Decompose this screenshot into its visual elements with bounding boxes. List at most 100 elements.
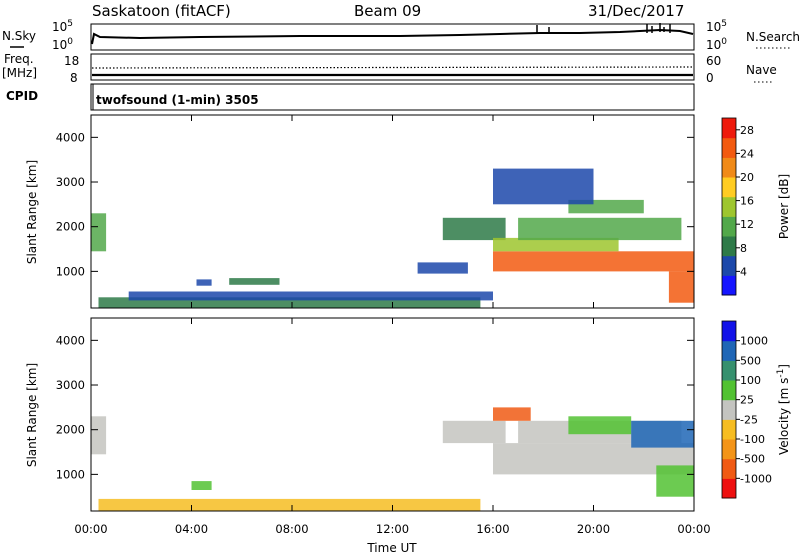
x-tick-label: 16:00 (476, 522, 509, 536)
colorbar-tick-label: 8 (740, 242, 747, 255)
colorbar-tick-label: 1000 (740, 335, 768, 348)
velocity-scatter-region (493, 407, 531, 421)
power-scatter-region (493, 168, 594, 205)
power-heatmap (91, 168, 694, 308)
power-scatter-region (417, 262, 468, 274)
cpid-text: twofsound (1-min) 3505 (96, 93, 259, 107)
colorbar-tick-label: 20 (740, 171, 754, 184)
velocity-scatter-region (91, 416, 107, 455)
y-tick-label: 1000 (56, 264, 85, 278)
frequency-panel: Freq. [MHz] 18 8 60 0 Nave (2, 52, 777, 85)
cpid-row: CPID twofsound (1-min) 3505 (6, 83, 695, 111)
x-tick-label: 00:00 (677, 522, 710, 536)
velocity-colorbar-segment (722, 439, 736, 460)
power-axes: 1000 2000 3000 4000 (56, 115, 695, 308)
velocity-colorbar-segment (722, 321, 736, 342)
power-colorbar-segment (722, 216, 736, 237)
y-tick-label: 2000 (56, 220, 85, 234)
velocity-axes: 00:00 04:00 08:00 12:00 16:00 20:00 00:00 1000 2… (56, 318, 711, 536)
velocity-colorbar-segment (722, 419, 736, 440)
velocity-colorbar-segment (722, 380, 736, 401)
velocity-panel-frame (90, 317, 695, 512)
beam-title: Beam 09 (354, 2, 421, 20)
power-colorbar-label: Power [dB] (777, 174, 791, 239)
y-tick-label: 1000 (56, 467, 85, 481)
noise-right-tick-bottom: 100 (706, 37, 727, 52)
cpid-label: CPID (6, 89, 38, 103)
nsearch-label: N.Search (746, 30, 800, 44)
freq-right-tick-top: 60 (706, 54, 721, 68)
power-scatter-region (493, 251, 694, 272)
velocity-colorbar-segment (722, 399, 736, 420)
colorbar-tick-label: 28 (740, 124, 754, 137)
velocity-scatter-region (98, 498, 481, 511)
y-tick-label: 4000 (56, 333, 85, 347)
y-tick-label: 3000 (56, 378, 85, 392)
power-panel: 1000 2000 3000 4000 Slant Range [km] 4 8 12 16… (25, 114, 791, 309)
power-scatter-region (128, 291, 493, 301)
time-axis-label: Time UT (366, 541, 417, 554)
x-tick-label: 08:00 (275, 522, 308, 536)
noise-trace (91, 28, 694, 45)
colorbar-tick-label: 16 (740, 195, 754, 208)
colorbar-tick-label: 24 (740, 147, 754, 160)
power-colorbar-segment (722, 177, 736, 198)
x-tick-label: 20:00 (577, 522, 610, 536)
velocity-colorbar-segment (722, 458, 736, 479)
velocity-scatter-region (442, 420, 506, 444)
velocity-ylabel: Slant Range [km] (25, 363, 39, 467)
power-ylabel: Slant Range [km] (25, 160, 39, 264)
velocity-heatmap (91, 407, 694, 511)
colorbar-tick-label: -500 (740, 453, 765, 466)
x-tick-label: 12:00 (376, 522, 409, 536)
power-colorbar: 4 8 12 16 20 24 28 Power [dB] (721, 117, 791, 296)
x-tick-label: 04:00 (175, 522, 208, 536)
colorbar-tick-label: 100 (740, 374, 761, 387)
freq-label: Freq. (4, 52, 34, 66)
freq-right-tick-bottom: 0 (706, 71, 714, 85)
power-colorbar-segment (722, 157, 736, 178)
power-colorbar-segment (722, 118, 736, 139)
noise-right-tick-top: 105 (706, 19, 727, 34)
velocity-colorbar-label: Velocity [m s-1] (776, 364, 791, 455)
x-tick-label: 00:00 (74, 522, 107, 536)
colorbar-tick-label: 12 (740, 218, 754, 231)
freq-left-tick-bottom: 8 (70, 71, 78, 85)
noise-panel: N.Sky 105 100 105 100 N.Search (2, 19, 800, 52)
colorbar-tick-label: -1000 (740, 472, 772, 485)
power-colorbar-segment (722, 236, 736, 257)
velocity-colorbar-segment (722, 340, 736, 361)
y-tick-label: 2000 (56, 423, 85, 437)
power-scatter-region (518, 217, 682, 241)
velocity-colorbar-segment (722, 360, 736, 381)
freq-unit: [MHz] (2, 66, 37, 80)
velocity-scatter-region (568, 416, 632, 435)
nsky-label: N.Sky (2, 29, 36, 43)
velocity-panel: 00:00 04:00 08:00 12:00 16:00 20:00 00:00 1000 2… (25, 317, 791, 554)
velocity-scatter-region (656, 465, 694, 497)
y-tick-label: 4000 (56, 130, 85, 144)
colorbar-tick-label: -25 (740, 413, 758, 426)
power-scatter-region (493, 237, 619, 252)
colorbar-tick-label: 4 (740, 265, 747, 278)
nave-label: Nave (746, 63, 777, 77)
freq-left-tick-top: 18 (64, 54, 79, 68)
power-colorbar-segment (722, 196, 736, 217)
power-scatter-region (91, 213, 107, 252)
velocity-colorbar: -1000 -500 -100 -25 25 100 500 1000 Velocity [m … (721, 320, 791, 499)
date-title: 31/Dec/2017 (588, 2, 684, 20)
y-tick-label: 3000 (56, 175, 85, 189)
power-scatter-region (98, 297, 481, 308)
noise-left-tick-bottom: 100 (52, 37, 73, 52)
power-scatter-region (229, 278, 280, 285)
power-scatter-region (668, 271, 694, 303)
nave-trace (91, 66, 694, 69)
power-colorbar-segment (722, 255, 736, 276)
site-title: Saskatoon (fitACF) (92, 2, 231, 20)
colorbar-tick-label: 25 (740, 394, 754, 407)
velocity-scatter-region (191, 481, 212, 490)
power-colorbar-segment (722, 137, 736, 158)
power-scatter-region (196, 279, 212, 286)
colorbar-tick-label: -100 (740, 433, 765, 446)
